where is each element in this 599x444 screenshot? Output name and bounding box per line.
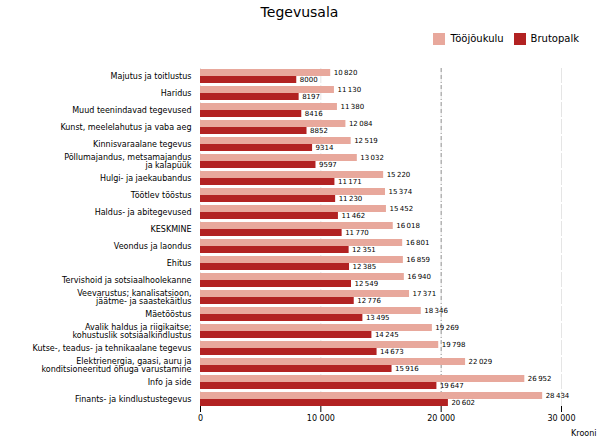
html-text:Tegevusala: Tegevusala bbox=[260, 4, 339, 20]
svg-text:Mäetööstus: Mäetööstus bbox=[145, 310, 191, 319]
svg-text:15 374: 15 374 bbox=[389, 188, 413, 196]
svg-text:20 602: 20 602 bbox=[451, 399, 475, 407]
svg-text:10 000: 10 000 bbox=[307, 414, 335, 423]
svg-text:Ehitus: Ehitus bbox=[167, 259, 192, 268]
svg-text:Kinnisvaraalane tegevus: Kinnisvaraalane tegevus bbox=[93, 140, 191, 149]
svg-text:28 434: 28 434 bbox=[546, 392, 570, 400]
svg-text:12 084: 12 084 bbox=[349, 120, 373, 128]
svg-text:16 018: 16 018 bbox=[396, 222, 420, 230]
svg-text:16 859: 16 859 bbox=[406, 256, 430, 264]
svg-text:0: 0 bbox=[198, 414, 203, 423]
svg-text:12 385: 12 385 bbox=[353, 263, 377, 271]
svg-text:30 000: 30 000 bbox=[548, 414, 576, 423]
svg-text:9597: 9597 bbox=[319, 161, 337, 169]
svg-text:Info ja side: Info ja side bbox=[148, 378, 192, 387]
svg-text:12 549: 12 549 bbox=[355, 280, 379, 288]
svg-text:19 269: 19 269 bbox=[435, 324, 459, 332]
svg-text:Haldus- ja abitegevused: Haldus- ja abitegevused bbox=[95, 208, 192, 217]
svg-text:14 673: 14 673 bbox=[380, 348, 404, 356]
html-text:Brutopalk: Brutopalk bbox=[530, 33, 579, 44]
svg-text:Põllumajandus, metsamajandusja: Põllumajandus, metsamajandusja kalapüük bbox=[64, 153, 192, 170]
svg-text:Elektrienergia, gaasi, auru ja: Elektrienergia, gaasi, auru jakonditsion… bbox=[41, 357, 191, 374]
svg-text:15 220: 15 220 bbox=[387, 171, 411, 179]
svg-text:8852: 8852 bbox=[310, 127, 328, 135]
svg-text:Majutus ja toitlustus: Majutus ja toitlustus bbox=[111, 72, 192, 81]
svg-text:Kunst, meelelahutus ja vaba ae: Kunst, meelelahutus ja vaba aeg bbox=[60, 123, 191, 132]
svg-text:Avalik haldus ja riigikaitse;k: Avalik haldus ja riigikaitse;kohustuslik… bbox=[72, 323, 191, 340]
svg-text:12 776: 12 776 bbox=[357, 297, 381, 305]
svg-text:20 000: 20 000 bbox=[427, 414, 455, 423]
svg-text:Tervishoid ja sotsiaalhoolekan: Tervishoid ja sotsiaalhoolekanne bbox=[61, 276, 191, 285]
svg-text:9314: 9314 bbox=[316, 144, 334, 152]
svg-text:Töötlev tööstus: Töötlev tööstus bbox=[130, 191, 192, 200]
svg-text:11 130: 11 130 bbox=[337, 86, 361, 94]
html-text:Tööjõukulu: Tööjõukulu bbox=[450, 33, 504, 44]
svg-text:14 245: 14 245 bbox=[375, 331, 399, 339]
svg-text:KESKMINE: KESKMINE bbox=[151, 225, 192, 234]
svg-text:8000: 8000 bbox=[300, 76, 318, 84]
svg-text:Kutse-, teadus- ja tehnikaalan: Kutse-, teadus- ja tehnikaalane tegevus bbox=[33, 344, 192, 353]
svg-text:11 462: 11 462 bbox=[341, 212, 365, 220]
svg-text:22 029: 22 029 bbox=[469, 358, 493, 366]
svg-text:Muud teenindavad tegevused: Muud teenindavad tegevused bbox=[72, 106, 191, 115]
svg-text:Veevarustus; kanalisatsioon,jä: Veevarustus; kanalisatsioon,jäätme- ja s… bbox=[77, 289, 191, 306]
svg-text:19 647: 19 647 bbox=[440, 382, 464, 390]
svg-text:16 940: 16 940 bbox=[407, 273, 431, 281]
svg-text:13 032: 13 032 bbox=[360, 154, 384, 162]
svg-text:12 519: 12 519 bbox=[354, 137, 378, 145]
svg-text:15 916: 15 916 bbox=[395, 365, 419, 373]
svg-text:Hulgi- ja jaekaubandus: Hulgi- ja jaekaubandus bbox=[100, 174, 192, 183]
svg-text:13 495: 13 495 bbox=[366, 314, 390, 322]
svg-text:8197: 8197 bbox=[302, 93, 320, 101]
svg-text:11 770: 11 770 bbox=[345, 229, 369, 237]
svg-text:Veondus ja laondus: Veondus ja laondus bbox=[114, 242, 192, 251]
svg-text:17 371: 17 371 bbox=[413, 290, 437, 298]
svg-text:15 452: 15 452 bbox=[389, 205, 413, 213]
svg-text:Krooni: Krooni bbox=[571, 429, 596, 438]
svg-text:11 171: 11 171 bbox=[338, 178, 362, 186]
svg-text:8416: 8416 bbox=[305, 110, 323, 118]
svg-text:19 798: 19 798 bbox=[442, 341, 466, 349]
svg-text:16 801: 16 801 bbox=[406, 239, 430, 247]
svg-text:10 820: 10 820 bbox=[334, 69, 358, 77]
svg-text:12 351: 12 351 bbox=[352, 246, 376, 254]
svg-text:Haridus: Haridus bbox=[161, 89, 192, 98]
svg-text:11 380: 11 380 bbox=[340, 103, 364, 111]
svg-text:18 346: 18 346 bbox=[424, 307, 448, 315]
svg-text:Finants- ja kindlustustegevus: Finants- ja kindlustustegevus bbox=[75, 395, 192, 404]
svg-text:11 230: 11 230 bbox=[339, 195, 363, 203]
svg-text:26 952: 26 952 bbox=[528, 375, 552, 383]
